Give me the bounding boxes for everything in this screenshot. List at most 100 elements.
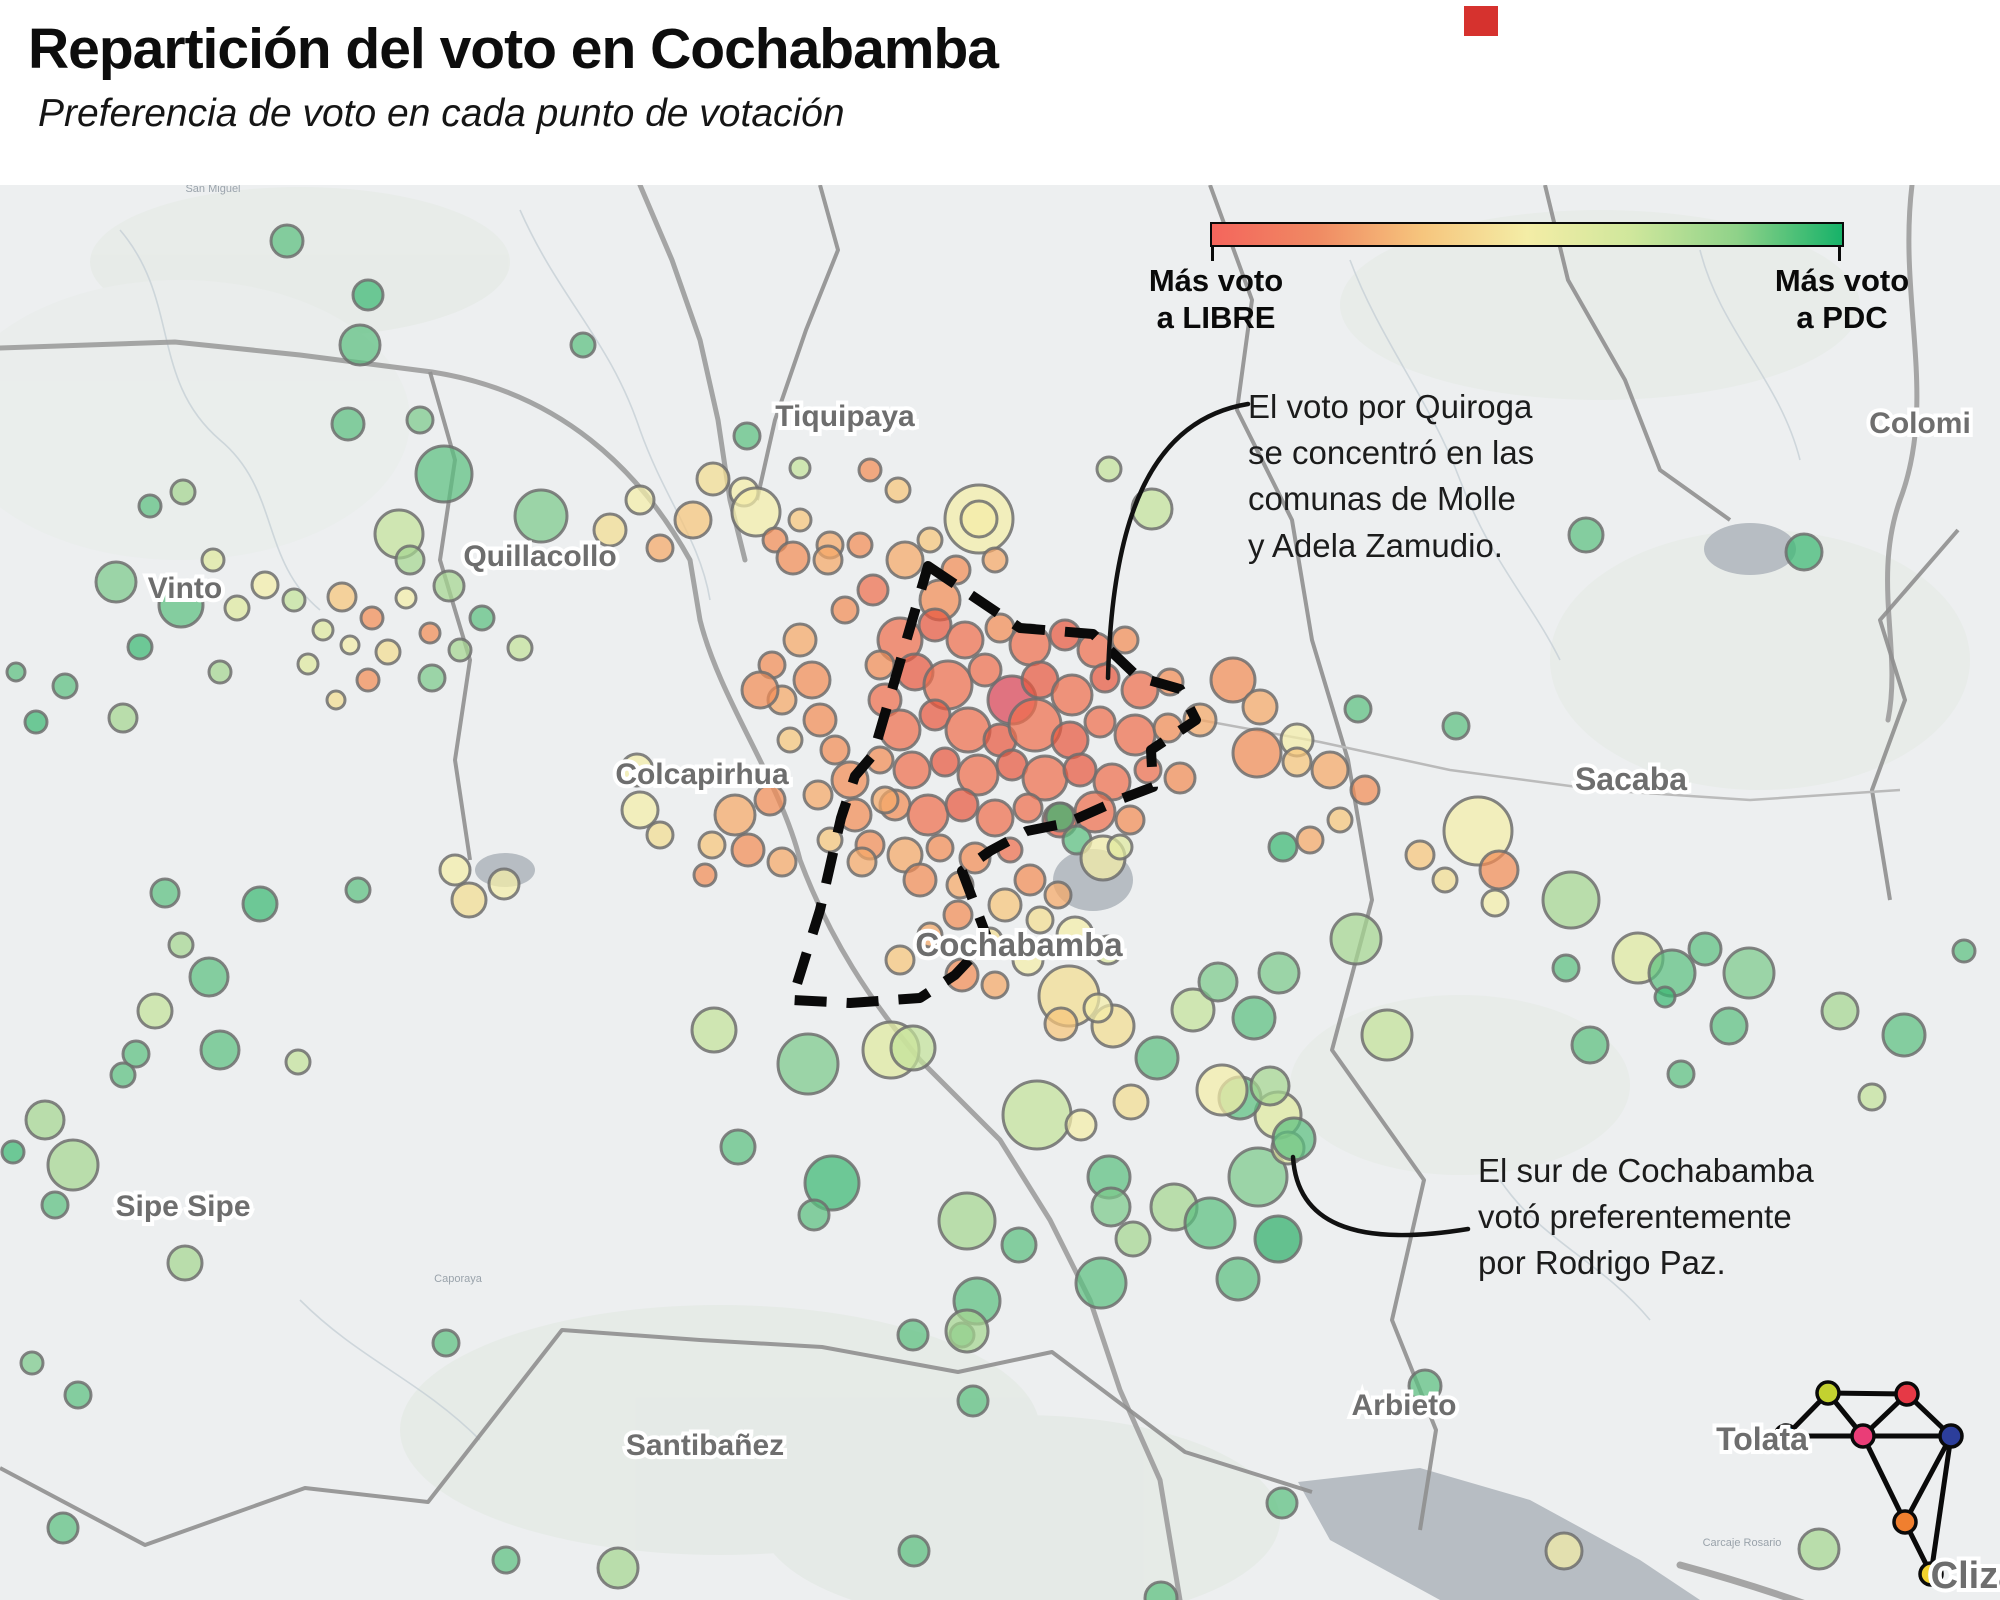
annotation-line: se concentró en las [1248, 434, 1535, 472]
vote-point [1231, 995, 1277, 1041]
vote-point [846, 846, 878, 878]
vote-point [713, 793, 757, 837]
vote-point [1013, 863, 1047, 897]
vote-point [1043, 880, 1073, 910]
vote-point [1281, 746, 1313, 778]
vote-point [1881, 1012, 1927, 1058]
vote-point [856, 573, 890, 607]
vote-point [1241, 688, 1279, 726]
vote-point [1215, 1256, 1261, 1302]
vote-point [766, 846, 798, 878]
legend-label-line: a LIBRE [1156, 299, 1276, 335]
vote-point [94, 560, 138, 604]
legend-tick-right [1838, 247, 1841, 261]
vote-point [1134, 1035, 1180, 1081]
vote-point [690, 1006, 738, 1054]
vote-point [967, 652, 1003, 688]
vote-point [1257, 951, 1301, 995]
network-edge [1860, 1434, 1908, 1524]
vote-point [1343, 694, 1373, 724]
lake-angostura [1298, 1468, 1700, 1600]
vote-point [1653, 985, 1677, 1009]
vote-point [782, 622, 818, 658]
place-label-vinto: Vinto [148, 572, 222, 605]
vote-point [619, 752, 655, 788]
vote-point [697, 830, 727, 860]
network-edge [1902, 1434, 1954, 1524]
vote-point [846, 531, 874, 559]
vote-point [1404, 839, 1436, 871]
vote-point [802, 779, 834, 811]
annotation-quiroga: El voto por Quiroga se concentró en las co… [1248, 384, 1534, 569]
vote-point [1544, 1531, 1584, 1571]
place-labels-layer: Vinto Quillacollo Tiquipaya Colcapirhua Coch… [111, 396, 2000, 1600]
vote-point [326, 581, 358, 613]
vote-point [980, 970, 1010, 1000]
vote-point [942, 899, 974, 931]
vote-point [487, 867, 521, 901]
vote-point [330, 406, 366, 442]
network-edge [1827, 1390, 1908, 1397]
vote-point [19, 1350, 45, 1376]
vote-point [944, 1308, 990, 1354]
vote-point [1001, 1079, 1073, 1151]
place-label-colcapirhua: Colcapirhua [615, 758, 789, 791]
vote-point [491, 1545, 521, 1575]
vote-point [1326, 806, 1354, 834]
vote-point [776, 726, 804, 754]
leader-line-paz [1290, 1154, 1471, 1238]
vote-point [929, 746, 961, 778]
vote-point [1407, 1368, 1443, 1404]
vote-point [1083, 705, 1117, 739]
legend-label-pdc: Más voto a PDC [1775, 263, 1909, 336]
vote-point [414, 444, 474, 504]
place-label-quillacollo: Quillacollo [463, 540, 616, 573]
vote-point [1441, 711, 1471, 741]
vote-point [944, 787, 980, 823]
vote-point [1110, 625, 1140, 655]
vote-point [1112, 1083, 1150, 1121]
micro-label: Carcaje Rosario [1703, 1537, 1782, 1549]
vote-point [417, 663, 447, 693]
vote-point [1431, 866, 1459, 894]
annotation-line: por Rodrigo Paz. [1478, 1244, 1726, 1282]
vote-point [339, 634, 361, 656]
vote-point [325, 689, 347, 711]
vote-point [24, 1099, 66, 1141]
vote-point [889, 1024, 937, 1072]
terrain-patches [0, 187, 1970, 1600]
vote-point [864, 649, 896, 681]
vote-point [1687, 931, 1723, 967]
vote-point [1267, 831, 1299, 863]
boundaries [0, 185, 1960, 1547]
vote-point [732, 421, 762, 451]
header: Repartición del voto en Cochabamba Prefe… [0, 0, 2000, 185]
vote-point [432, 569, 466, 603]
vote-point [1106, 833, 1134, 861]
vote-point [1541, 870, 1601, 930]
vote-point [121, 1039, 151, 1069]
vote-point [63, 1380, 93, 1410]
vote-point [431, 1328, 461, 1358]
vote-point [792, 660, 832, 700]
navy-node [1938, 1423, 1964, 1449]
legend-gradient-bar [1210, 222, 1844, 247]
vote-point [207, 659, 233, 685]
vote-point [394, 544, 426, 576]
vote-point [1265, 1486, 1299, 1520]
vote-point [1253, 1214, 1303, 1264]
vote-point [719, 1128, 757, 1166]
vote-point [1050, 720, 1090, 760]
vote-point [169, 478, 197, 506]
place-label-sipe-sipe: Sipe Sipe [115, 1190, 250, 1223]
orange-node [1892, 1509, 1918, 1535]
vote-point [166, 1244, 204, 1282]
vote-point [311, 618, 335, 642]
vote-point [1567, 516, 1605, 554]
vote-point [1095, 455, 1123, 483]
brand-logo-mark [1464, 6, 1498, 36]
vote-point [157, 581, 205, 629]
vote-point [0, 1139, 26, 1165]
vote-point [296, 652, 320, 676]
